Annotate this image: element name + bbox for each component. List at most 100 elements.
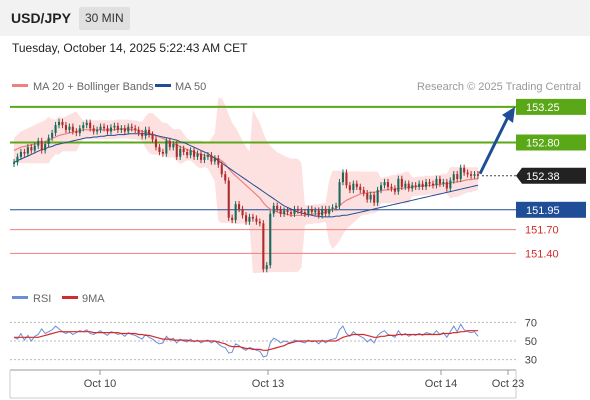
candle-body [182,148,185,152]
candle-body [40,140,43,151]
candle-body [189,150,192,156]
candle-body [386,182,389,187]
candle-body [141,133,144,137]
candle-body [161,152,164,154]
candle-body [148,129,151,135]
candle-body [262,223,265,270]
timeframe-button[interactable]: 30 MIN [79,7,130,30]
candle-body [210,155,213,162]
candle-body [116,125,119,130]
candle-body [373,194,376,203]
candle-body [64,125,67,130]
candle-body [245,215,248,222]
support-label: 151.70 [525,225,559,237]
candle-body [348,185,351,191]
forecast-arrow [478,106,515,175]
ma50-line [13,133,479,218]
candle-body [26,147,29,154]
candle-body [193,150,196,157]
candle-body [414,185,417,187]
candle-body [44,144,47,151]
candle-body [200,153,203,160]
candle-body [96,129,99,132]
rsi-line [13,323,479,358]
x-tick-label: Oct 14 [425,378,457,390]
x-axis-ticks: Oct 10 Oct 13 Oct 14 Oct 23 [84,370,524,390]
candle-body [213,158,216,162]
candle-body [335,205,338,208]
candle-body [397,178,400,192]
x-tick-label: Oct 13 [252,378,284,390]
last-price-label-bg [516,167,586,184]
candle-body [283,210,286,214]
candle-body [390,186,393,189]
candle-body [61,121,64,126]
candle-body [286,210,289,213]
candle-body [293,209,296,214]
candle-body [234,204,237,220]
candle-body [352,183,355,190]
candle-body [120,128,123,130]
candle-body [407,183,410,189]
candle-body [345,172,348,186]
candle-body [220,164,223,175]
candle-body [71,126,74,132]
ma20-legend-swatch [12,84,28,87]
rsi-ma9-line [14,330,478,351]
timestamp: Tuesday, October 14, 2025 5:22:43 AM CET [12,41,248,55]
pivot-label: 151.95 [526,205,560,217]
candle-body [369,194,372,200]
candle-body [477,174,480,176]
candle-body [137,129,140,133]
candle-body [54,125,57,133]
moving-average-lines [13,128,479,218]
candle-body [30,147,33,151]
ma9-legend-label: 9MA [82,293,105,305]
candle-body [186,152,189,156]
level-labels: 153.25 152.80 152.38 151.95 151.70 151.40 [516,98,586,260]
candle-body [196,153,199,157]
candle-body [452,174,455,181]
candle-body [103,126,106,129]
candle-body [449,180,452,189]
candlesticks [13,118,480,273]
candle-body [338,182,341,206]
x-tick-label: Oct 23 [492,378,524,390]
candle-body [303,212,306,214]
candle-body [317,210,320,216]
candle-body [168,140,171,148]
forecast-arrow-head [502,106,515,123]
chart-header: USD/JPY 30 MIN [0,0,590,36]
candle-body [279,209,282,214]
candle-body [321,209,324,216]
candle-body [144,129,147,137]
resistance-label: 152.80 [526,138,560,150]
candle-body [16,156,19,163]
candle-body [175,144,178,157]
candle-body [341,172,344,183]
rsi-tick-label: 70 [525,317,537,329]
rsi-legend-label: RSI [33,293,51,305]
candle-body [404,183,407,187]
candle-body [331,207,334,209]
candle-body [300,210,303,213]
candle-body [411,185,414,189]
candle-body [13,162,16,164]
candle-body [314,210,317,213]
copyright-credit: Research © 2025 Trading Central [417,81,581,93]
candle-body [158,147,161,152]
candle-body [154,139,157,148]
candle-body [113,125,116,128]
candle-body [99,126,102,130]
candle-body [470,174,473,176]
candle-body [258,221,261,224]
candle-body [58,121,61,126]
ma20-legend-label: MA 20 + Bollinger Bands [33,81,154,93]
candle-body [393,188,396,192]
candle-body [109,127,112,132]
support-label: 151.40 [525,248,559,260]
candle-body [400,178,403,187]
candle-body [37,140,40,146]
candle-body [421,183,424,187]
candle-body [92,128,95,132]
